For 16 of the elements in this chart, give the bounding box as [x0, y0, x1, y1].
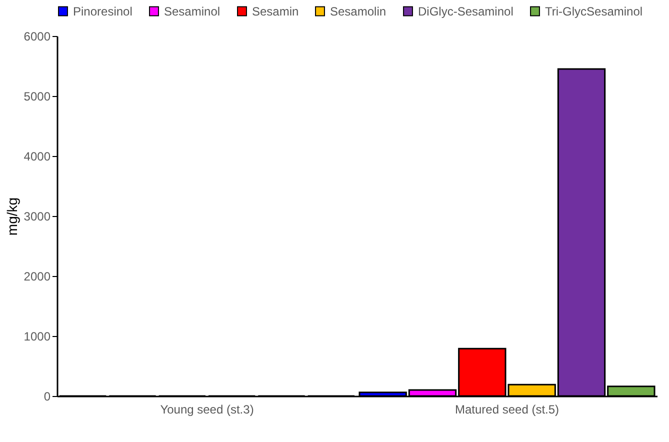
- legend-label: Pinoresinol: [73, 4, 132, 18]
- y-axis-title: mg/kg: [4, 197, 20, 236]
- legend-label: DiGlyc-Sesaminol: [418, 4, 514, 18]
- y-tick-label: 3000: [24, 210, 51, 224]
- y-tick-label: 2000: [24, 270, 51, 284]
- x-tick-label: Young seed (st.3): [160, 402, 254, 416]
- y-tick-label: 6000: [24, 30, 51, 44]
- legend-label: Sesamolin: [330, 4, 386, 18]
- y-tick-label: 1000: [24, 330, 51, 344]
- y-tick-label: 0: [44, 390, 51, 404]
- x-tick-label: Matured seed (st.5): [454, 402, 560, 416]
- y-tick-label: 5000: [24, 90, 51, 104]
- legend-label: Tri-GlycSesaminol: [545, 4, 643, 18]
- legend-label: Sesaminol: [164, 4, 220, 18]
- legend-label: Sesamin: [252, 4, 299, 18]
- y-tick-label: 4000: [24, 150, 51, 164]
